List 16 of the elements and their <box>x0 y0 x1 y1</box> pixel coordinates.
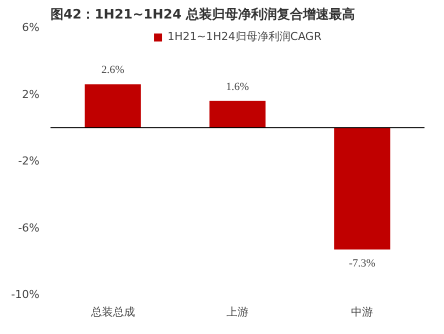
x-tick-label: 总装总成 <box>90 306 135 318</box>
y-tick-label: -2% <box>18 154 40 168</box>
y-tick-label: -10% <box>11 288 40 301</box>
y-tick-label: 2% <box>22 88 40 101</box>
data-label: 1.6% <box>226 80 249 93</box>
chart-title: 图42：1H21~1H24 总装归母净利润复合增速最高 <box>50 6 356 22</box>
data-label: 2.6% <box>101 64 124 76</box>
x-tick-label: 上游 <box>226 306 248 318</box>
x-tick-label: 中游 <box>351 306 374 318</box>
bar <box>209 100 266 128</box>
data-label: -7.3% <box>348 257 376 270</box>
y-tick-label: 6% <box>22 21 40 34</box>
bar <box>84 84 141 128</box>
bar <box>334 128 390 250</box>
legend-label: 1H21~1H24归母净利润CAGR <box>168 29 322 44</box>
y-tick-label: -6% <box>18 221 40 234</box>
